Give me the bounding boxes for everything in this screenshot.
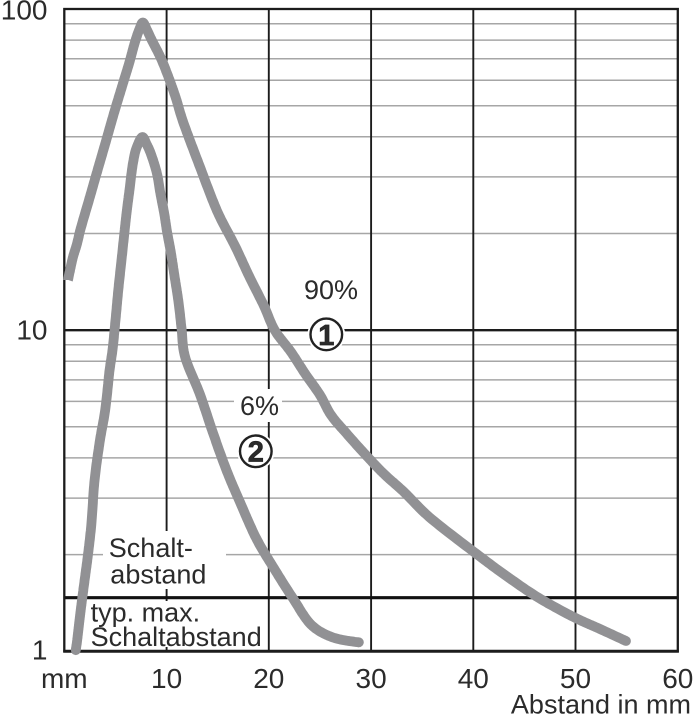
svg-text:50: 50 (560, 663, 591, 694)
svg-text:20: 20 (253, 663, 284, 694)
svg-text:40: 40 (458, 663, 489, 694)
svg-text:60: 60 (662, 663, 693, 694)
svg-text:Schalt-: Schalt- (109, 533, 193, 563)
svg-text:30: 30 (356, 663, 387, 694)
svg-text:mm: mm (41, 663, 88, 694)
svg-text:6%: 6% (240, 391, 279, 421)
svg-text:1: 1 (318, 320, 334, 352)
svg-text:10: 10 (151, 663, 182, 694)
svg-text:Schaltabstand: Schaltabstand (91, 622, 262, 652)
svg-text:100: 100 (1, 0, 48, 26)
svg-text:2: 2 (248, 437, 264, 469)
svg-text:typ. max.: typ. max. (91, 598, 201, 628)
svg-text:90%: 90% (304, 275, 358, 305)
svg-text:Abstand in mm: Abstand in mm (511, 690, 691, 720)
svg-text:abstand: abstand (110, 560, 206, 590)
svg-text:10: 10 (16, 315, 47, 346)
svg-text:1: 1 (32, 635, 48, 666)
